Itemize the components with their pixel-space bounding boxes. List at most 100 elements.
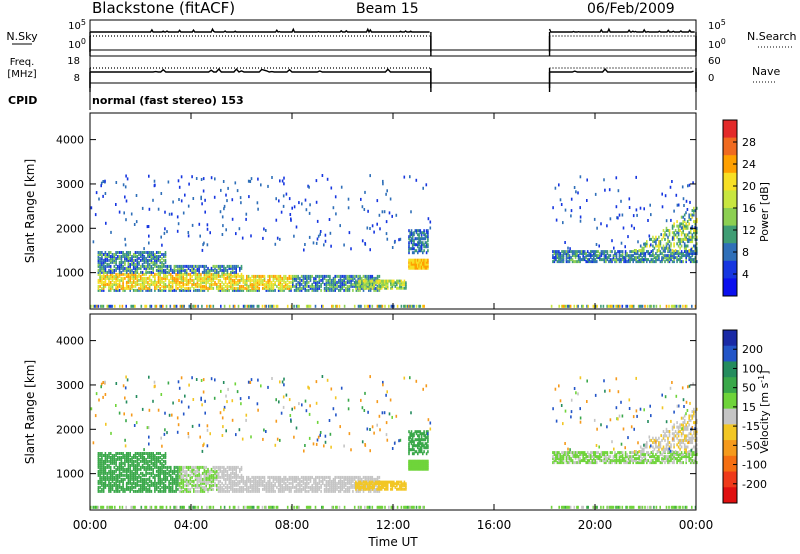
power-cell	[163, 268, 165, 272]
power-cell	[134, 274, 137, 278]
power-cell	[689, 237, 692, 241]
velocity-cell	[358, 482, 360, 486]
power-cell	[563, 304, 565, 308]
velocity-cell	[129, 475, 131, 479]
power-cell	[214, 272, 216, 276]
power-cell	[417, 237, 419, 241]
velocity-cell	[410, 432, 413, 436]
velocity-cell	[254, 489, 257, 493]
velocity-cell	[332, 479, 335, 483]
velocity-cell	[228, 467, 230, 471]
power-cell	[618, 260, 621, 264]
velocity-cell	[193, 471, 195, 475]
power-cell	[693, 244, 695, 248]
velocity-cell	[164, 479, 167, 483]
velocity-cell	[573, 453, 575, 457]
power-cell	[99, 253, 101, 256]
power-cell	[667, 229, 669, 232]
power-cell	[580, 252, 583, 256]
power-cell	[409, 231, 411, 235]
power-cell	[191, 274, 193, 278]
power-cell	[322, 274, 324, 278]
velocity-cell	[147, 456, 149, 459]
velocity-cell	[155, 452, 158, 455]
velocity-cell	[325, 483, 328, 487]
power-cell	[382, 279, 384, 283]
velocity-cell	[108, 454, 110, 457]
power-cell	[182, 284, 184, 288]
power-cell	[272, 286, 275, 290]
power-cell	[246, 274, 248, 278]
velocity-cell	[208, 475, 211, 479]
velocity-cell	[269, 479, 271, 483]
power-cell	[579, 250, 581, 254]
power-cell	[676, 256, 678, 260]
power-cell	[620, 254, 622, 258]
velocity-cell	[164, 487, 167, 491]
velocity-cell	[247, 479, 250, 483]
power-cell	[320, 274, 322, 278]
power-cell	[231, 280, 234, 284]
power-cell	[281, 282, 283, 286]
power-cell	[364, 304, 366, 308]
power-cell	[157, 284, 160, 288]
power-cell	[127, 258, 130, 262]
power-cell	[177, 266, 179, 270]
velocity-cell	[127, 481, 130, 485]
power-cell	[147, 276, 149, 280]
power-cell	[364, 242, 366, 245]
power-cell	[104, 253, 107, 256]
velocity-cell	[403, 482, 406, 486]
power-cell	[102, 264, 105, 268]
power-cell	[283, 176, 285, 180]
velocity-cell	[180, 471, 183, 475]
velocity-cell	[184, 479, 186, 483]
power-cell	[667, 258, 669, 262]
velocity-cell	[380, 487, 383, 491]
velocity-cell	[423, 446, 425, 450]
power-cell	[411, 239, 414, 243]
power-cell	[140, 288, 142, 292]
power-cell	[585, 254, 587, 258]
power-cell	[200, 276, 202, 280]
power-cell	[208, 284, 211, 288]
velocity-cell	[212, 477, 215, 481]
power-cell	[101, 282, 103, 286]
power-cell	[405, 283, 407, 287]
velocity-cell	[136, 465, 139, 469]
power-cell	[671, 249, 674, 252]
velocity-cell	[150, 489, 153, 493]
power-cell	[201, 248, 204, 252]
velocity-cell	[254, 483, 257, 487]
power-cell	[135, 194, 138, 197]
power-cell	[600, 304, 602, 308]
power-cell	[113, 260, 116, 264]
power-cell	[163, 286, 165, 290]
power-cell	[96, 304, 98, 308]
power-cell	[609, 254, 612, 258]
velocity-cell	[425, 444, 428, 448]
power-cell	[629, 258, 631, 262]
power-cell	[665, 242, 668, 246]
power-cell	[665, 254, 668, 258]
power-cell	[102, 284, 105, 288]
velocity-cell	[228, 489, 230, 493]
power-cell	[569, 304, 572, 308]
power-cell	[307, 304, 309, 308]
velocity-cell	[327, 489, 329, 493]
velocity-cell	[251, 485, 253, 489]
velocity-cell	[377, 487, 380, 491]
velocity-cell	[111, 469, 114, 473]
velocity-cell	[117, 487, 119, 491]
power-cell	[603, 250, 606, 254]
velocity-cell	[233, 471, 236, 475]
power-cell	[686, 250, 689, 254]
power-cell	[134, 264, 137, 268]
power-cell	[113, 264, 116, 268]
power-cell	[410, 247, 413, 251]
power-cell	[127, 272, 130, 276]
power-cell	[555, 252, 557, 256]
power-cell	[115, 256, 117, 260]
nsky-trace	[89, 27, 697, 56]
power-cell	[102, 268, 105, 272]
